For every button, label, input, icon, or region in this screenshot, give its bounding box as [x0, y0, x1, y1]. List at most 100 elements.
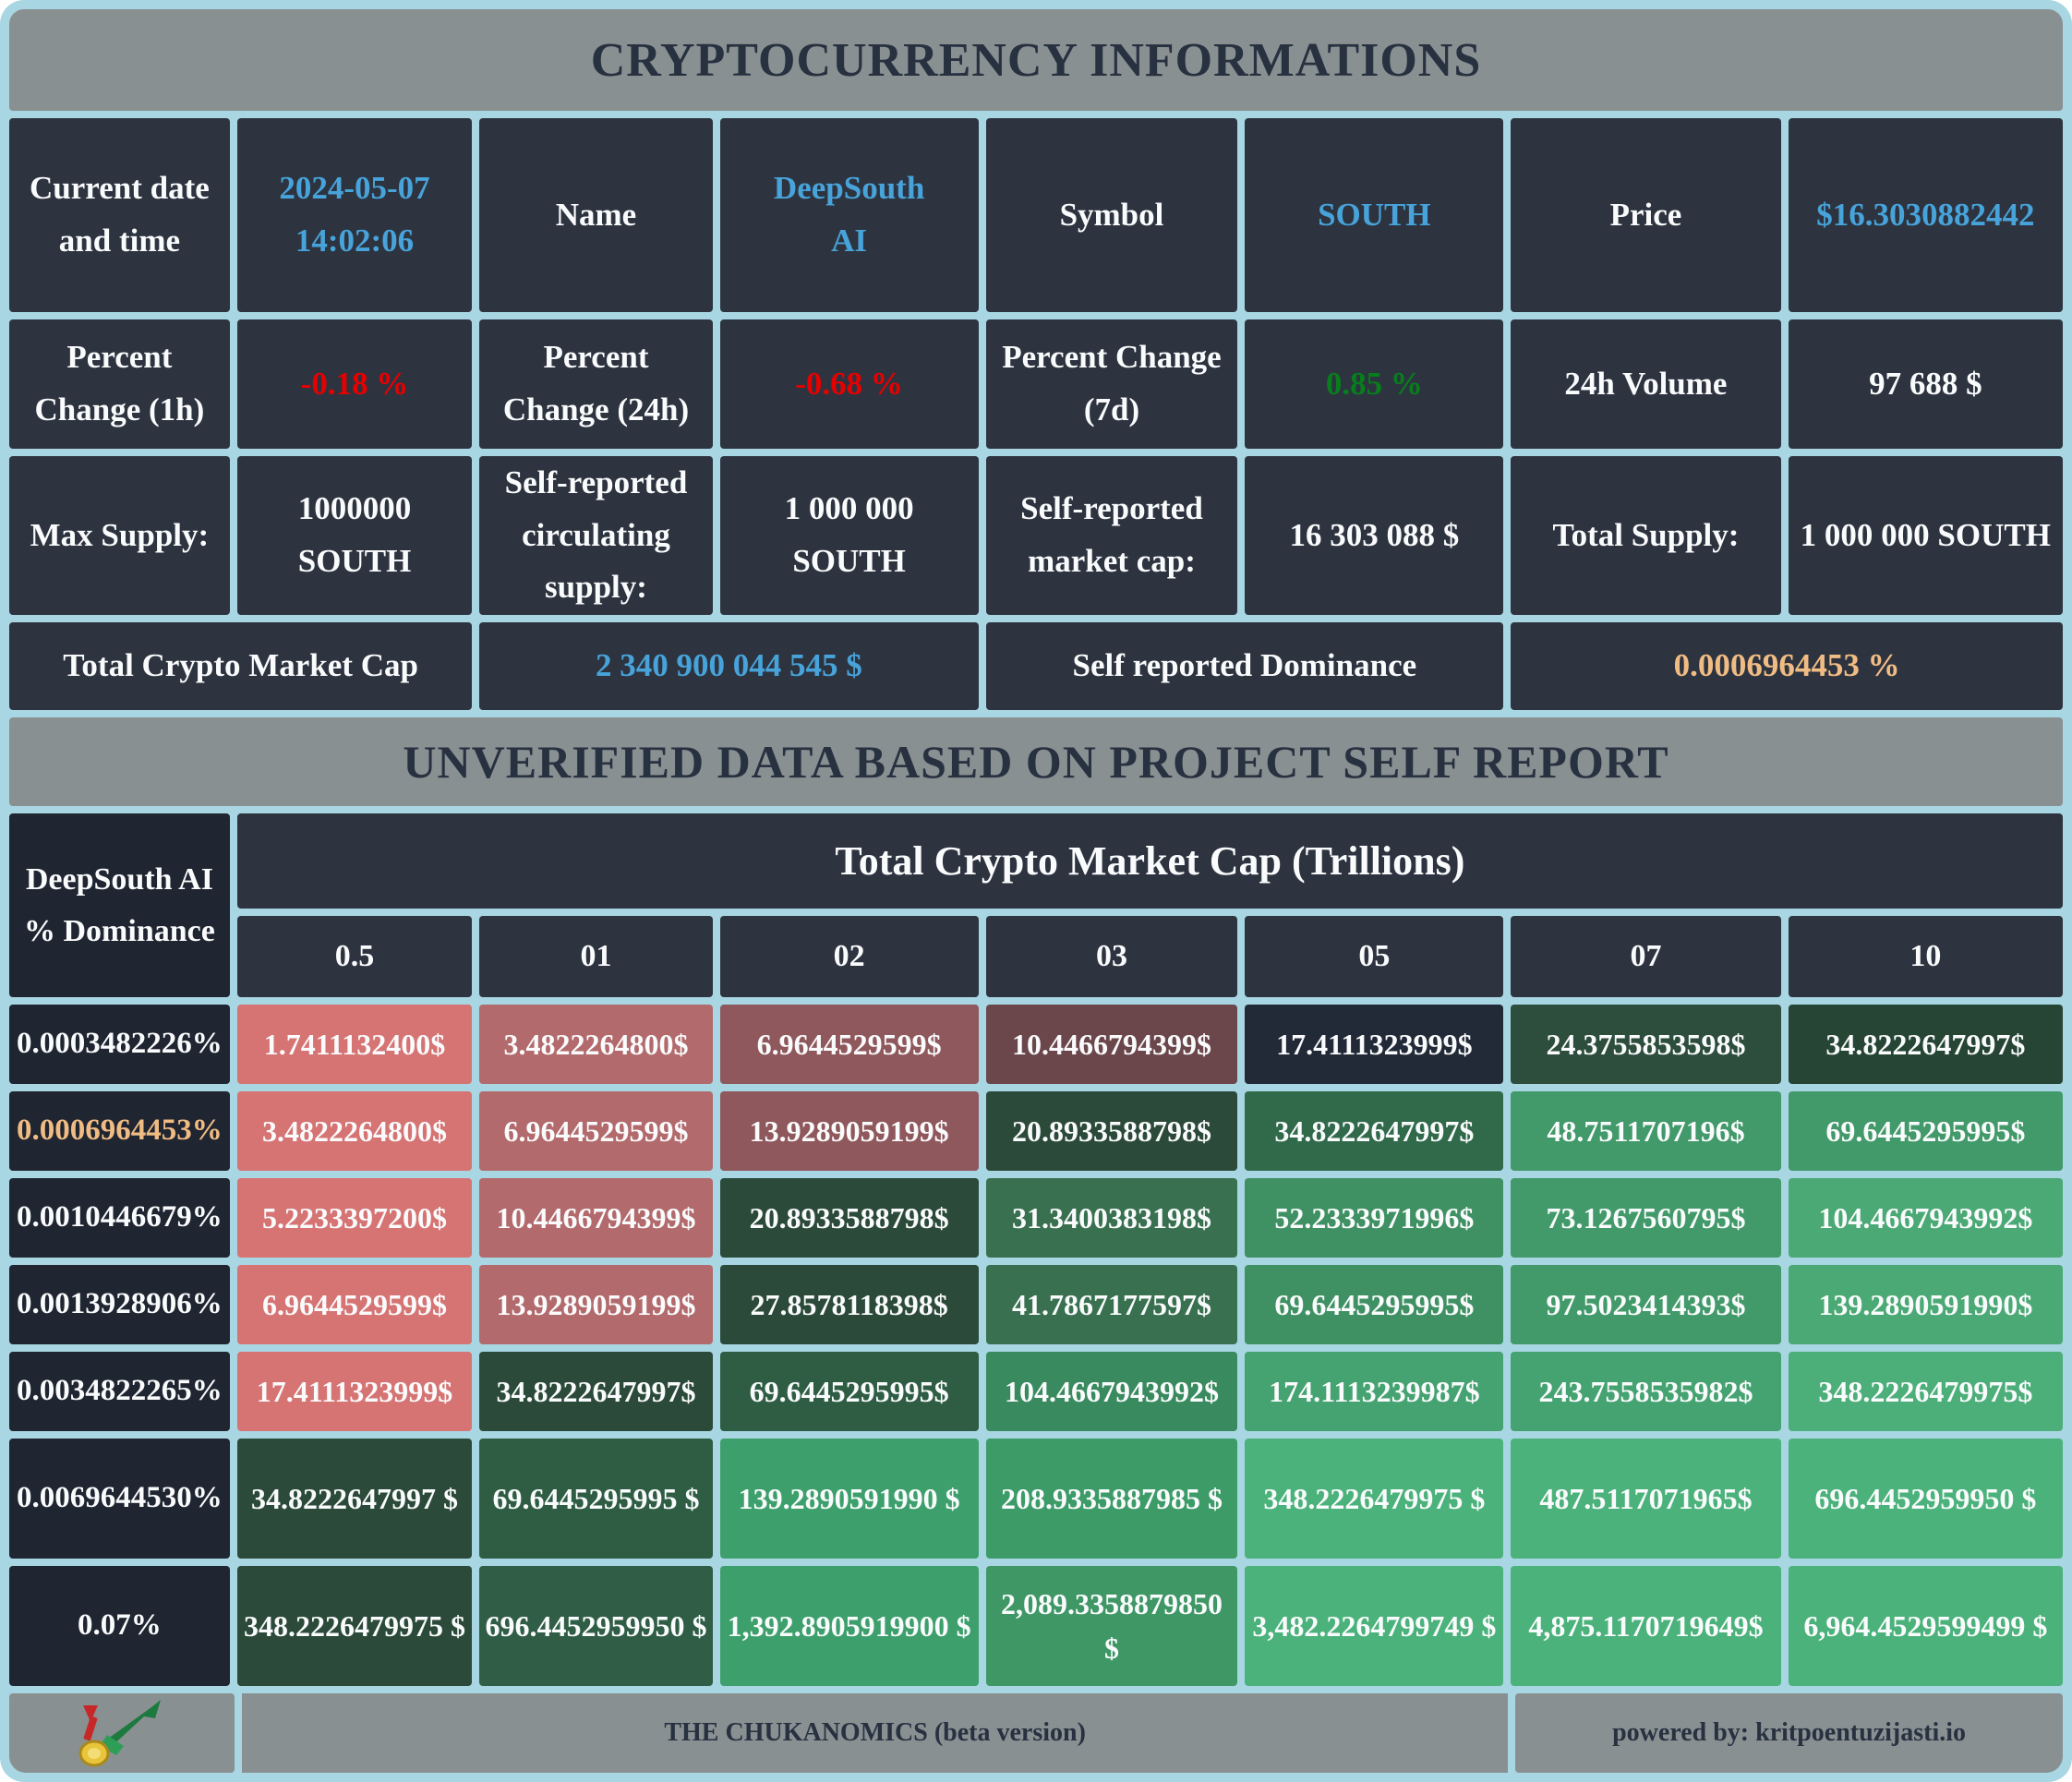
info-cell: Max Supply: [9, 456, 230, 615]
matrix-cell: 52.2333971996$ [1245, 1178, 1504, 1258]
matrix-col-header: 10 [1788, 916, 2063, 997]
matrix-cell: 27.8578118398$ [719, 1265, 979, 1344]
info-cell: 0.0006964453 % [1511, 622, 2063, 710]
powered-by-text: powered by: kritpoentuzijasti.io [1515, 1693, 2063, 1773]
matrix-col-header: 02 [719, 916, 979, 997]
info-cell: Percent Change (24h) [479, 319, 713, 449]
info-cell: Percent Change (1h) [9, 319, 230, 449]
info-table: Current date and time 2024-05-07 14:02:06… [9, 118, 2063, 710]
matrix-cell: 13.9289059199$ [719, 1091, 979, 1171]
matrix-cell: 17.4111323999$ [236, 1352, 473, 1431]
info-cell: 2024-05-07 14:02:06 [236, 118, 473, 312]
info-cell: Self-reported circulating supply: [479, 456, 713, 615]
matrix-cell: 104.4667943992$ [985, 1352, 1238, 1431]
matrix-cell: 5.2233397200$ [236, 1178, 473, 1258]
matrix-cell: 73.1267560795$ [1511, 1178, 1781, 1258]
matrix-span-header: Total Crypto Market Cap (Trillions) [236, 813, 2063, 909]
matrix-cell: 3.4822264800$ [479, 1005, 713, 1084]
info-cell: Total Supply: [1511, 456, 1781, 615]
matrix-cell: 31.3400383198$ [985, 1178, 1238, 1258]
info-cell: 2 340 900 044 545 $ [479, 622, 979, 710]
matrix-cell: 6.9644529599$ [719, 1005, 979, 1084]
self-report-banner: UNVERIFIED DATA BASED ON PROJECT SELF RE… [9, 717, 2063, 806]
matrix-cell: 17.4111323999$ [1245, 1005, 1504, 1084]
info-cell: -0.68 % [719, 319, 979, 449]
info-cell: Name [479, 118, 713, 312]
matrix-cell: 243.7558535982$ [1511, 1352, 1781, 1431]
matrix-cell: 41.7867177597$ [985, 1265, 1238, 1344]
matrix-row-label: 0.0006964453% [9, 1091, 230, 1171]
matrix-cell: 20.8933588798$ [719, 1178, 979, 1258]
matrix-col-header: 03 [985, 916, 1238, 997]
info-cell: 1 000 000 SOUTH [1788, 456, 2063, 615]
matrix-row-label: 0.0003482226% [9, 1005, 230, 1084]
matrix-corner-label: DeepSouth AI % Dominance [9, 813, 230, 997]
matrix-cell: 696.4452959950 $ [1788, 1439, 2063, 1559]
matrix-cell: 348.2226479975 $ [236, 1566, 473, 1686]
info-cell: Total Crypto Market Cap [9, 622, 473, 710]
matrix-cell: 97.5023414393$ [1511, 1265, 1781, 1344]
matrix-cell: 10.4466794399$ [479, 1178, 713, 1258]
matrix-col-header: 07 [1511, 916, 1781, 997]
info-cell: -0.18 % [236, 319, 473, 449]
info-cell: 16 303 088 $ [1245, 456, 1504, 615]
matrix-row-label: 0.0034822265% [9, 1352, 230, 1431]
matrix-cell: 2,089.3358879850 $ [985, 1566, 1238, 1686]
matrix-cell: 104.4667943992$ [1788, 1178, 2063, 1258]
info-cell: Self reported Dominance [985, 622, 1504, 710]
info-cell: Percent Change (7d) [985, 319, 1238, 449]
matrix-col-header: 0.5 [236, 916, 473, 997]
matrix-row-label: 0.0010446679% [9, 1178, 230, 1258]
footer-logo-cell [9, 1693, 235, 1773]
matrix-cell: 4,875.1170719649$ [1511, 1566, 1781, 1686]
info-cell: 24h Volume [1511, 319, 1781, 449]
matrix-cell: 34.8222647997$ [1788, 1005, 2063, 1084]
dominance-matrix: DeepSouth AI % Dominance Total Crypto Mar… [9, 813, 2063, 1686]
info-cell: 1 000 000 SOUTH [719, 456, 979, 615]
info-cell: $16.3030882442 [1788, 118, 2063, 312]
matrix-cell: 1,392.8905919900 $ [719, 1566, 979, 1686]
matrix-cell: 69.6445295995$ [1245, 1265, 1504, 1344]
matrix-cell: 34.8222647997$ [1245, 1091, 1504, 1171]
matrix-cell: 6.9644529599$ [479, 1091, 713, 1171]
matrix-cell: 3.4822264800$ [236, 1091, 473, 1171]
matrix-row-label: 0.0069644530% [9, 1439, 230, 1559]
matrix-cell: 348.2226479975$ [1788, 1352, 2063, 1431]
matrix-cell: 48.7511707196$ [1511, 1091, 1781, 1171]
info-cell: DeepSouth AI [719, 118, 979, 312]
matrix-cell: 69.6445295995$ [1788, 1091, 2063, 1171]
matrix-cell: 10.4466794399$ [985, 1005, 1238, 1084]
matrix-cell: 696.4452959950 $ [479, 1566, 713, 1686]
matrix-cell: 174.1113239987$ [1245, 1352, 1504, 1431]
info-cell: SOUTH [1245, 118, 1504, 312]
matrix-cell: 34.8222647997$ [479, 1352, 713, 1431]
matrix-col-header: 01 [479, 916, 713, 997]
matrix-row-label: 0.07% [9, 1566, 230, 1686]
brand-text: THE CHUKANOMICS (beta version) [242, 1693, 1509, 1773]
info-cell: 0.85 % [1245, 319, 1504, 449]
matrix-cell: 34.8222647997 $ [236, 1439, 473, 1559]
info-cell: Self-reported market cap: [985, 456, 1238, 615]
matrix-col-header: 05 [1245, 916, 1504, 997]
matrix-cell: 3,482.2264799749 $ [1245, 1566, 1504, 1686]
matrix-cell: 69.6445295995$ [719, 1352, 979, 1431]
info-cell: Current date and time [9, 118, 230, 312]
info-cell: 1000000 SOUTH [236, 456, 473, 615]
matrix-cell: 208.9335887985 $ [985, 1439, 1238, 1559]
matrix-row-label: 0.0013928906% [9, 1265, 230, 1344]
matrix-cell: 24.3755853598$ [1511, 1005, 1781, 1084]
matrix-cell: 139.2890591990 $ [719, 1439, 979, 1559]
matrix-cell: 6.9644529599$ [236, 1265, 473, 1344]
matrix-cell: 487.5117071965$ [1511, 1439, 1781, 1559]
footer: THE CHUKANOMICS (beta version) powered b… [9, 1693, 2063, 1773]
page-title: CRYPTOCURRENCY INFORMATIONS [9, 9, 2063, 111]
info-cell: Symbol [985, 118, 1238, 312]
info-cell: Price [1511, 118, 1781, 312]
info-cell: 97 688 $ [1788, 319, 2063, 449]
matrix-cell: 20.8933588798$ [985, 1091, 1238, 1171]
matrix-cell: 6,964.4529599499 $ [1788, 1566, 2063, 1686]
matrix-cell: 69.6445295995 $ [479, 1439, 713, 1559]
matrix-cell: 139.2890591990$ [1788, 1265, 2063, 1344]
chart-coin-logo-icon [78, 1700, 162, 1767]
